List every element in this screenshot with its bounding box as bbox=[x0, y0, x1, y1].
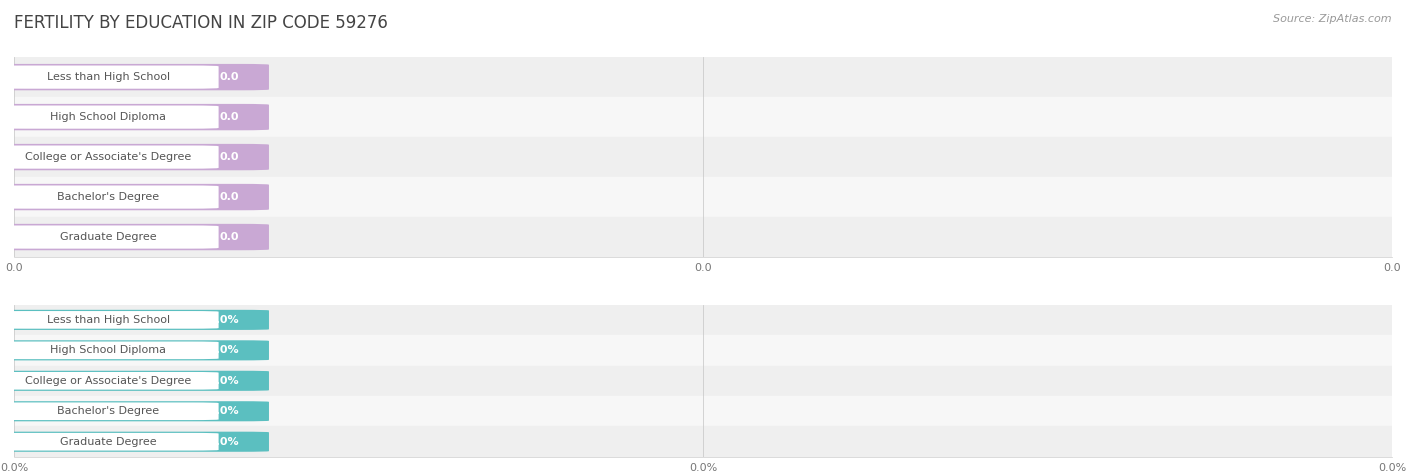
Text: FERTILITY BY EDUCATION IN ZIP CODE 59276: FERTILITY BY EDUCATION IN ZIP CODE 59276 bbox=[14, 14, 388, 32]
Bar bbox=[14, 366, 1392, 396]
Text: Graduate Degree: Graduate Degree bbox=[59, 436, 156, 447]
FancyBboxPatch shape bbox=[0, 433, 218, 451]
FancyBboxPatch shape bbox=[0, 186, 218, 208]
Text: High School Diploma: High School Diploma bbox=[51, 112, 166, 122]
Text: 0.0: 0.0 bbox=[219, 72, 239, 82]
Bar bbox=[14, 396, 1392, 426]
Text: Graduate Degree: Graduate Degree bbox=[59, 232, 156, 242]
Text: 0.0: 0.0 bbox=[219, 192, 239, 202]
FancyBboxPatch shape bbox=[0, 371, 269, 391]
Text: Less than High School: Less than High School bbox=[46, 315, 170, 325]
Bar bbox=[14, 177, 1392, 217]
FancyBboxPatch shape bbox=[0, 432, 269, 452]
Text: College or Associate's Degree: College or Associate's Degree bbox=[25, 152, 191, 162]
FancyBboxPatch shape bbox=[0, 402, 218, 420]
FancyBboxPatch shape bbox=[0, 184, 269, 210]
FancyBboxPatch shape bbox=[0, 224, 269, 250]
Bar bbox=[14, 137, 1392, 177]
Bar bbox=[14, 335, 1392, 366]
FancyBboxPatch shape bbox=[0, 144, 269, 170]
FancyBboxPatch shape bbox=[0, 311, 218, 329]
FancyBboxPatch shape bbox=[0, 104, 269, 130]
Bar bbox=[14, 57, 1392, 97]
Text: Bachelor's Degree: Bachelor's Degree bbox=[58, 406, 159, 416]
Text: Source: ZipAtlas.com: Source: ZipAtlas.com bbox=[1274, 14, 1392, 24]
FancyBboxPatch shape bbox=[0, 106, 218, 129]
FancyBboxPatch shape bbox=[0, 372, 218, 390]
Text: College or Associate's Degree: College or Associate's Degree bbox=[25, 376, 191, 386]
FancyBboxPatch shape bbox=[0, 310, 269, 330]
Bar bbox=[14, 217, 1392, 257]
Text: Bachelor's Degree: Bachelor's Degree bbox=[58, 192, 159, 202]
FancyBboxPatch shape bbox=[0, 226, 218, 248]
Text: 0.0%: 0.0% bbox=[208, 436, 239, 447]
Text: 0.0%: 0.0% bbox=[208, 376, 239, 386]
Bar bbox=[14, 426, 1392, 457]
FancyBboxPatch shape bbox=[0, 401, 269, 421]
Bar bbox=[14, 97, 1392, 137]
Text: 0.0%: 0.0% bbox=[208, 345, 239, 356]
Text: 0.0: 0.0 bbox=[219, 112, 239, 122]
Text: 0.0%: 0.0% bbox=[208, 315, 239, 325]
FancyBboxPatch shape bbox=[0, 341, 218, 359]
Text: 0.0: 0.0 bbox=[219, 232, 239, 242]
FancyBboxPatch shape bbox=[0, 66, 218, 89]
Bar bbox=[14, 305, 1392, 335]
FancyBboxPatch shape bbox=[0, 64, 269, 90]
FancyBboxPatch shape bbox=[0, 340, 269, 360]
FancyBboxPatch shape bbox=[0, 146, 218, 169]
Text: 0.0: 0.0 bbox=[219, 152, 239, 162]
Text: Less than High School: Less than High School bbox=[46, 72, 170, 82]
Text: High School Diploma: High School Diploma bbox=[51, 345, 166, 356]
Text: 0.0%: 0.0% bbox=[208, 406, 239, 416]
